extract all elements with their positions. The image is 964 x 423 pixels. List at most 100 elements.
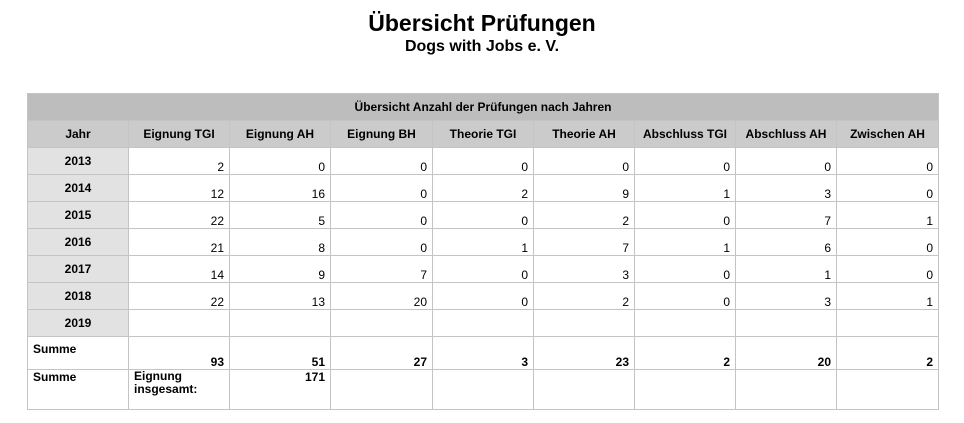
value-cell: 0: [835, 228, 940, 256]
value-cell: 0: [735, 147, 837, 175]
value-cell: 7: [735, 201, 837, 229]
value-cell: 3: [533, 255, 635, 283]
value-cell: 9: [229, 255, 331, 283]
value-cell: [330, 309, 433, 337]
value-cell: 6: [735, 228, 837, 256]
value-cell: 2: [533, 282, 635, 310]
value-cell: 0: [634, 147, 736, 175]
value-cell: 7: [533, 228, 635, 256]
value-cell: 20: [330, 282, 433, 310]
value-cell: 0: [432, 147, 534, 175]
year-cell: 2017: [27, 255, 129, 283]
year-cell: 2014: [27, 174, 129, 202]
value-cell: 3: [735, 282, 837, 310]
table-row: 2016 21 8 0 1 7 1 6 0: [27, 228, 940, 256]
value-cell: 0: [835, 147, 940, 175]
page-title: Übersicht Prüfungen: [368, 10, 596, 36]
value-cell: 0: [835, 174, 940, 202]
table-caption: Übersicht Anzahl der Prüfungen nach Jahr…: [26, 93, 940, 121]
value-cell: 1: [835, 282, 940, 310]
sum-row-label: Summe: [27, 336, 129, 370]
value-cell: [432, 309, 534, 337]
value-cell: 16: [229, 174, 331, 202]
empty-cell: [634, 369, 736, 410]
column-header-abschluss-ah: Abschluss AH: [735, 120, 837, 148]
value-cell: 1: [634, 174, 736, 202]
value-cell: 0: [634, 201, 736, 229]
value-cell: 0: [533, 147, 635, 175]
value-cell: 21: [128, 228, 230, 256]
value-cell: 0: [330, 201, 433, 229]
value-cell: [735, 309, 837, 337]
value-cell: 0: [229, 147, 331, 175]
value-cell: 2: [432, 174, 534, 202]
sum-cell: 20: [735, 336, 837, 370]
value-cell: 1: [835, 201, 940, 229]
total-description: Eignung insgesamt:: [128, 369, 230, 410]
year-cell: 2015: [27, 201, 129, 229]
sum-cell: 2: [634, 336, 736, 370]
sum-cell: 93: [128, 336, 230, 370]
value-cell: 0: [330, 228, 433, 256]
column-header-theorie-tgi: Theorie TGI: [432, 120, 534, 148]
table-caption-row: Übersicht Anzahl der Prüfungen nach Jahr…: [26, 93, 940, 121]
column-header-eignung-bh: Eignung BH: [330, 120, 433, 148]
value-cell: 22: [128, 201, 230, 229]
value-cell: [229, 309, 331, 337]
value-cell: 0: [432, 201, 534, 229]
value-cell: [128, 309, 230, 337]
empty-cell: [735, 369, 837, 410]
table-row: 2018 22 13 20 0 2 0 3 1: [27, 282, 940, 310]
column-header-zwischen-ah: Zwischen AH: [835, 120, 940, 148]
value-cell: [533, 309, 635, 337]
empty-cell: [432, 369, 534, 410]
value-cell: 5: [229, 201, 331, 229]
total-row: Summe Eignung insgesamt: 171: [27, 369, 940, 410]
table-row: 2013 2 0 0 0 0 0 0 0: [27, 147, 940, 175]
year-cell: 2019: [27, 309, 129, 337]
table-header-row: Jahr Eignung TGI Eignung AH Eignung BH T…: [27, 120, 940, 148]
value-cell: 0: [634, 282, 736, 310]
value-cell: 0: [330, 174, 433, 202]
empty-cell: [835, 369, 940, 410]
value-cell: 13: [229, 282, 331, 310]
table-row: 2015 22 5 0 0 2 0 7 1: [27, 201, 940, 229]
column-header-eignung-tgi: Eignung TGI: [128, 120, 230, 148]
total-row-label: Summe: [27, 369, 129, 410]
page-subtitle: Dogs with Jobs e. V.: [404, 38, 560, 55]
column-header-jahr: Jahr: [27, 120, 129, 148]
column-header-abschluss-tgi: Abschluss TGI: [634, 120, 736, 148]
total-value: 171: [229, 369, 331, 410]
value-cell: 7: [330, 255, 433, 283]
value-cell: 14: [128, 255, 230, 283]
table-row: 2019: [27, 309, 940, 337]
value-cell: 1: [634, 228, 736, 256]
value-cell: 2: [533, 201, 635, 229]
value-cell: 2: [128, 147, 230, 175]
value-cell: 0: [330, 147, 433, 175]
value-cell: 1: [432, 228, 534, 256]
exams-table: Übersicht Anzahl der Prüfungen nach Jahr…: [26, 93, 940, 410]
table-row: 2014 12 16 0 2 9 1 3 0: [27, 174, 940, 202]
sum-cell: 51: [229, 336, 331, 370]
value-cell: 8: [229, 228, 331, 256]
table-row: 2017 14 9 7 0 3 0 1 0: [27, 255, 940, 283]
value-cell: 0: [432, 282, 534, 310]
value-cell: 22: [128, 282, 230, 310]
value-cell: [634, 309, 736, 337]
year-cell: 2013: [27, 147, 129, 175]
column-header-theorie-ah: Theorie AH: [533, 120, 635, 148]
column-header-eignung-ah: Eignung AH: [229, 120, 331, 148]
value-cell: 3: [735, 174, 837, 202]
empty-cell: [533, 369, 635, 410]
sum-cell: 23: [533, 336, 635, 370]
sum-row: Summe 93 51 27 3 23 2 20 2: [27, 336, 940, 370]
sum-cell: 27: [330, 336, 433, 370]
value-cell: 0: [432, 255, 534, 283]
sum-cell: 2: [835, 336, 940, 370]
sum-cell: 3: [432, 336, 534, 370]
value-cell: 12: [128, 174, 230, 202]
empty-cell: [330, 369, 433, 410]
value-cell: 9: [533, 174, 635, 202]
value-cell: [835, 309, 940, 337]
